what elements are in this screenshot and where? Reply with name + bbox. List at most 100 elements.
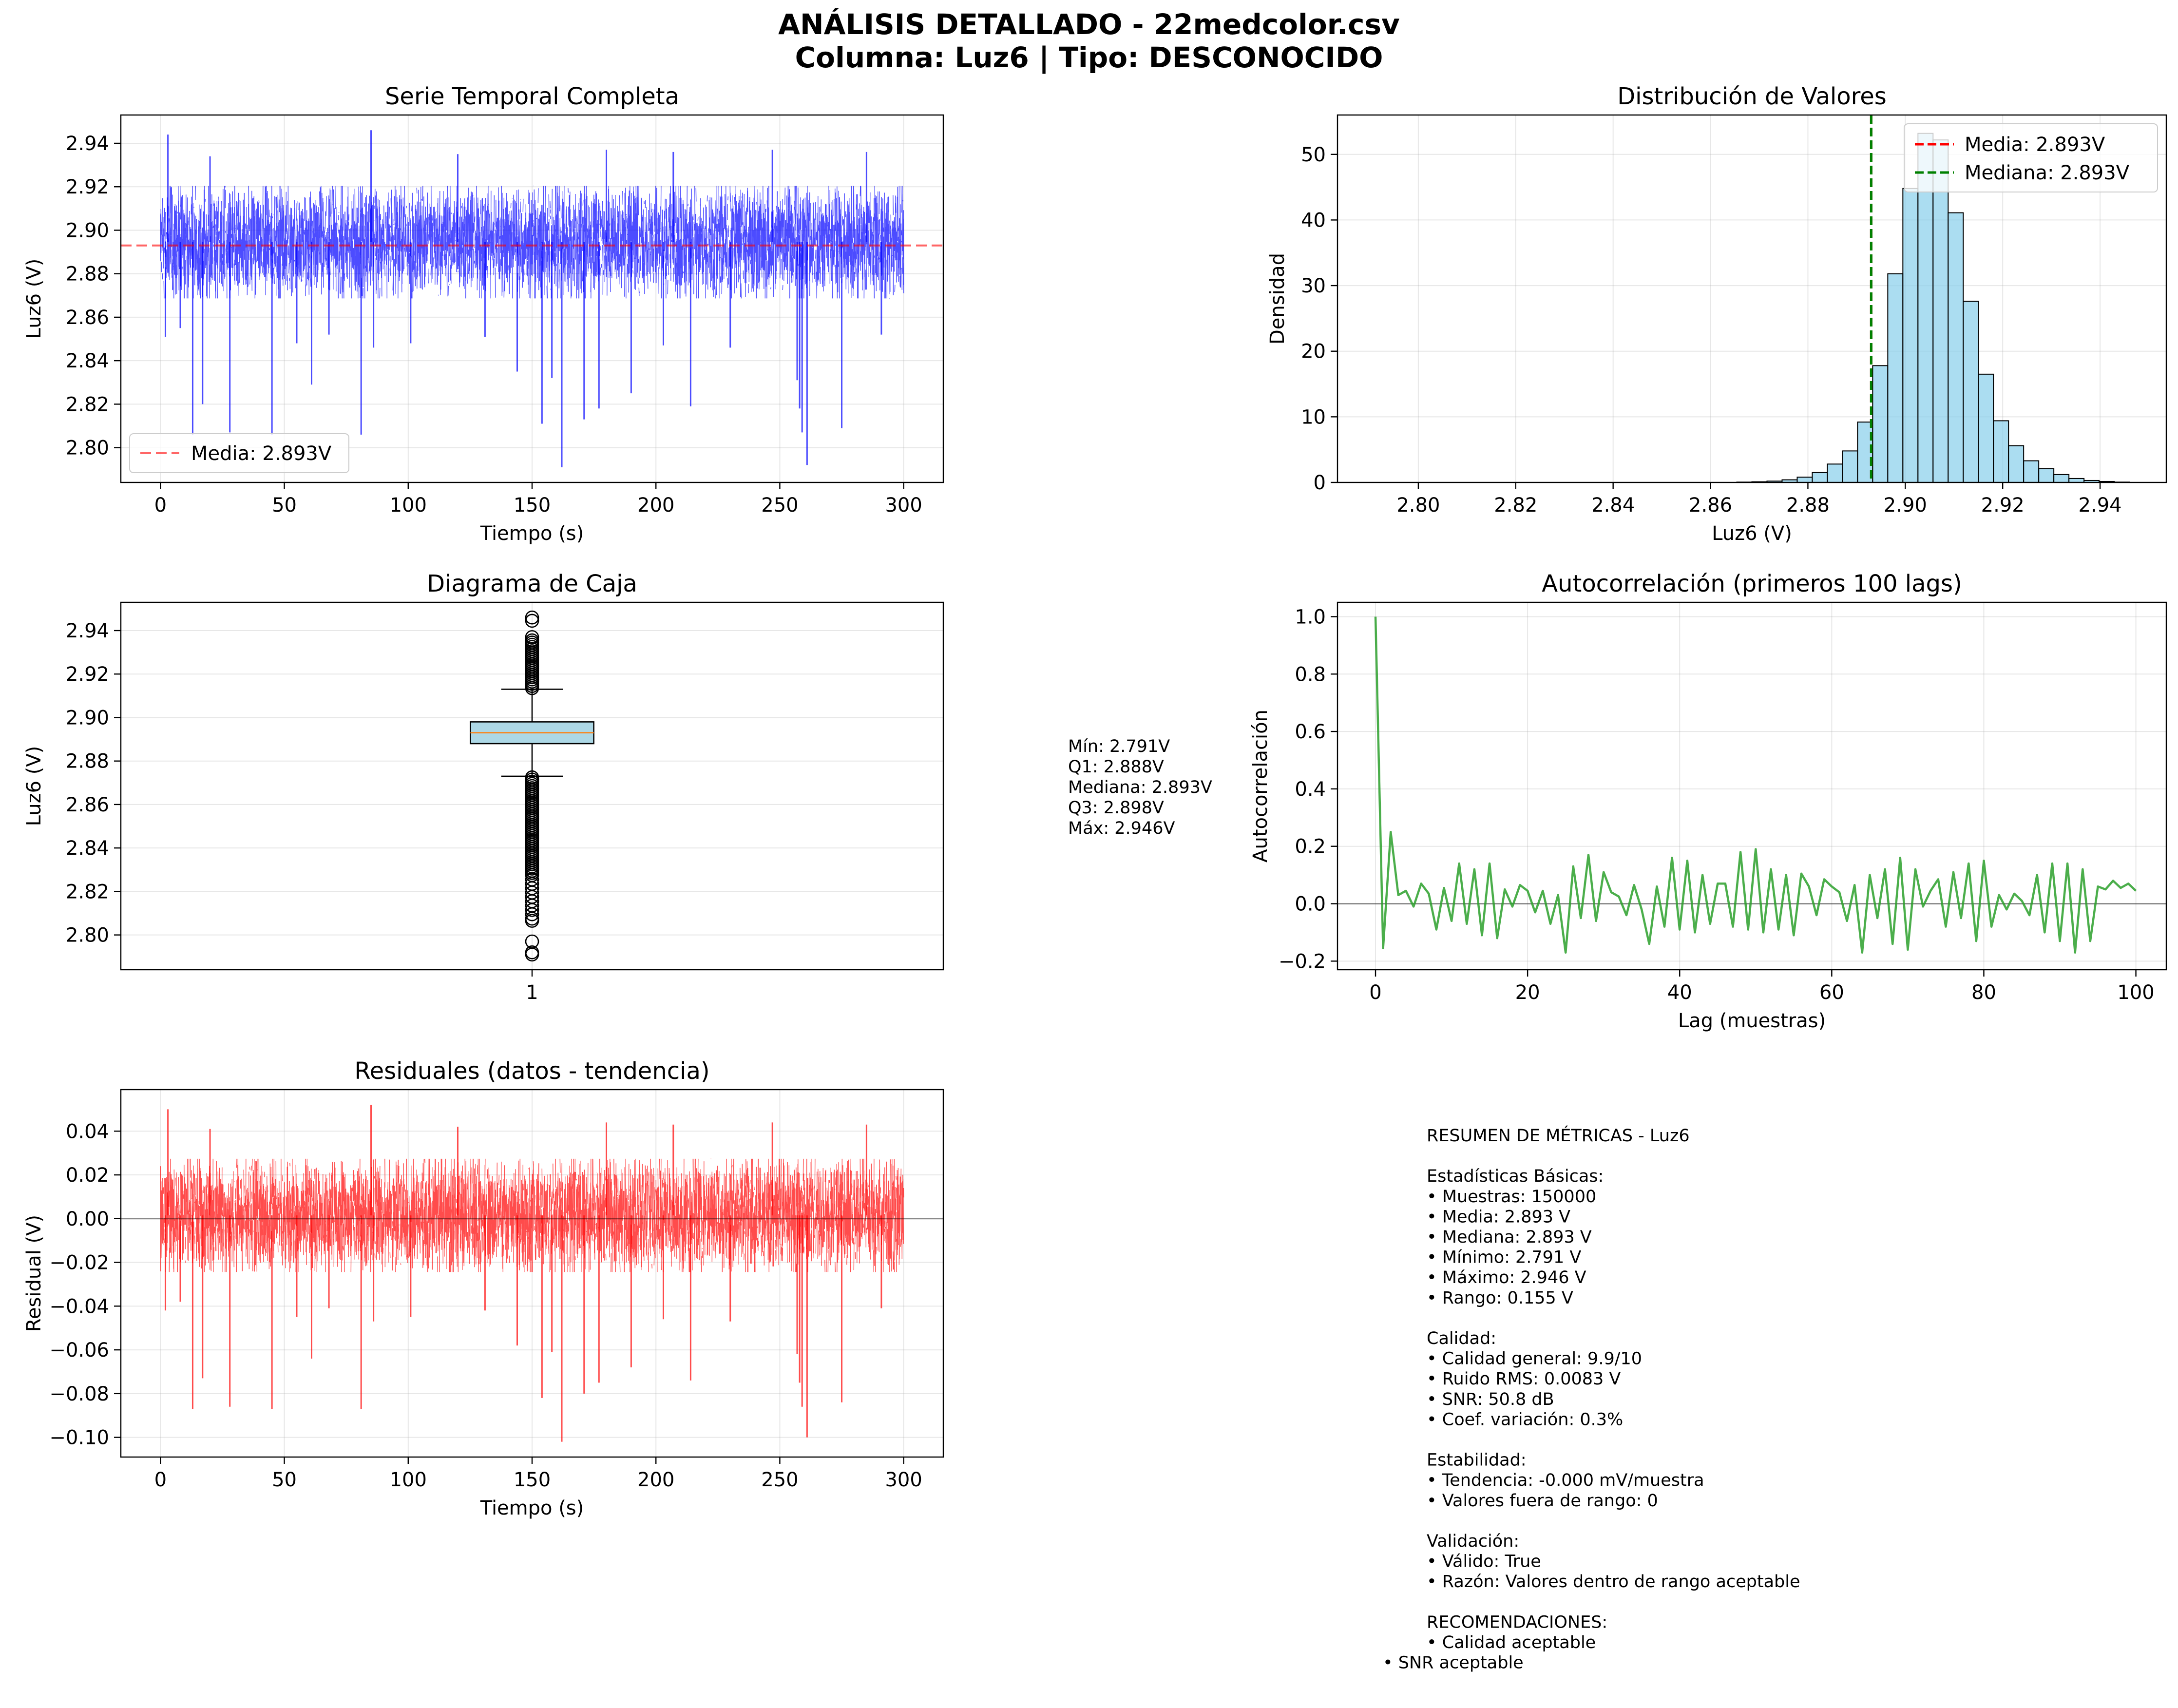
hist-bar (1932, 139, 1949, 482)
acf-ytick-label: 0.6 (1295, 721, 1326, 743)
hist-bar (1887, 273, 1904, 482)
serie-xtick-label: 50 (272, 494, 297, 517)
box-stats-line: Mediana: 2.893V (1068, 778, 1212, 797)
box-outlier (525, 947, 539, 962)
acf-xtick-label: 40 (1667, 981, 1692, 1004)
residuals-panel: 0 50 100 150 200 250 300 −0.10 −0.08 −0.06 −0.04 −0… (23, 1057, 944, 1519)
box-ytick-label: 2.92 (66, 663, 109, 686)
resid-xtick-label: 200 (637, 1469, 674, 1491)
serie-ytick-label: 2.88 (66, 263, 109, 286)
serie-legend-label: Media: 2.893V (191, 442, 332, 465)
summary-line: • Ruido RMS: 0.0083 V (1427, 1369, 1621, 1389)
hist-title: Distribución de Valores (1617, 83, 1887, 110)
hist-bar (1842, 450, 1858, 482)
acf-ytick-label: 1.0 (1295, 606, 1326, 628)
hist-ylabel: Densidad (1266, 253, 1289, 345)
box-ytick-label: 2.88 (66, 750, 109, 773)
summary-line: • Válido: True (1427, 1552, 1541, 1572)
hist-bar (1872, 365, 1889, 482)
summary-line: • Máximo: 2.946 V (1427, 1268, 1586, 1287)
acf-ytick-label: 0.0 (1295, 893, 1326, 916)
resid-ytick-label: −0.10 (49, 1427, 109, 1449)
hist-ytick-label: 40 (1301, 209, 1326, 231)
box-plot-area (470, 610, 594, 962)
resid-axes-frame (120, 1089, 944, 1458)
summary-line: • Mediana: 2.893 V (1427, 1228, 1592, 1247)
resid-title: Residuales (datos - tendencia) (354, 1057, 709, 1085)
box-stats-line: Mín: 2.791V (1068, 737, 1170, 756)
box-outlier (525, 614, 539, 628)
serie-xtick-label: 150 (514, 494, 551, 517)
acf-xtick-label: 100 (2117, 981, 2154, 1004)
summary-line: • Mínimo: 2.791 V (1427, 1248, 1581, 1267)
hist-bar (1827, 463, 1843, 482)
hist-bar (2008, 445, 2025, 482)
summary-line: • Tendencia: -0.000 mV/muestra (1427, 1471, 1704, 1490)
summary-last-line: • SNR aceptable (1383, 1653, 1524, 1673)
serie-xtick-label: 200 (637, 494, 674, 517)
box-ytick-label: 2.80 (66, 924, 109, 947)
box-stats-line: Máx: 2.946V (1068, 819, 1175, 838)
serie-axes-frame (120, 114, 944, 483)
serie-ytick-label: 2.84 (66, 350, 109, 372)
acf-xlabel: Lag (muestras) (1678, 1010, 1826, 1032)
summary-line: Estabilidad: (1427, 1451, 1527, 1470)
resid-xtick-label: 250 (761, 1469, 798, 1491)
acf-ytick-label: 0.4 (1295, 778, 1326, 801)
resid-xtick-label: 100 (390, 1469, 427, 1491)
resid-ylabel: Residual (V) (23, 1215, 45, 1332)
hist-ytick-label: 30 (1301, 275, 1326, 297)
acf-ylabel: Autocorrelación (1249, 710, 1272, 863)
serie-xtick-label: 100 (390, 494, 427, 517)
acf-ytick-label: −0.2 (1279, 950, 1326, 973)
hist-bar (1902, 188, 1919, 482)
resid-xtick-label: 0 (154, 1469, 167, 1491)
hist-xtick-label: 2.82 (1494, 494, 1537, 517)
summary-line: RESUMEN DE MÉTRICAS - Luz6 (1427, 1125, 1690, 1146)
box-outlier (525, 633, 539, 648)
hist-xtick-label: 2.80 (1396, 494, 1440, 517)
serie-series-line (160, 185, 904, 299)
summary-line: • Coef. variación: 0.3% (1427, 1410, 1623, 1429)
hist-legend-mean-label: Media: 2.893V (1965, 134, 2105, 156)
serie-ylabel: Luz6 (V) (23, 259, 45, 339)
summary-line: • Razón: Valores dentro de rango aceptab… (1427, 1572, 1800, 1592)
hist-xtick-label: 2.84 (1591, 494, 1635, 517)
acf-ytick-label: 0.2 (1295, 836, 1326, 858)
figure-title-line2: Columna: Luz6 | Tipo: DESCONOCIDO (795, 41, 1383, 74)
hist-xtick-label: 2.88 (1786, 494, 1830, 517)
summary-line: • Rango: 0.155 V (1427, 1288, 1573, 1308)
box-stats-line: Q3: 2.898V (1068, 798, 1164, 818)
hist-bar (1812, 472, 1828, 482)
serie-legend: Media: 2.893V (129, 433, 349, 473)
box-outlier (525, 914, 539, 928)
box-ytick-label: 2.94 (66, 620, 109, 642)
serie-xtick-label: 0 (154, 494, 167, 517)
hist-ytick-label: 50 (1301, 144, 1326, 166)
acf-series-line (1374, 616, 2137, 954)
box-outlier (525, 903, 539, 917)
acf-title: Autocorrelación (primeros 100 lags) (1542, 570, 1962, 597)
resid-xtick-label: 150 (514, 1469, 551, 1491)
serie-ytick-label: 2.90 (66, 219, 109, 242)
summary-line: • SNR: 50.8 dB (1427, 1390, 1554, 1409)
summary-line: Calidad: (1427, 1329, 1496, 1348)
summary-line: • Calidad aceptable (1427, 1633, 1596, 1652)
summary-line: • Media: 2.893 V (1427, 1207, 1570, 1227)
acf-axes-frame (1337, 601, 2167, 971)
resid-xtick-label: 300 (885, 1469, 922, 1491)
figure-title-line1: ANÁLISIS DETALLADO - 22medcolor.csv (778, 7, 1400, 41)
serie-plot-area (121, 130, 943, 467)
serie-ytick-label: 2.80 (66, 437, 109, 460)
time-series-panel: 0 50 100 150 200 250 300 2.80 2.82 2.84 2.86 2.88 2.… (23, 83, 944, 545)
hist-ytick-label: 0 (1314, 472, 1326, 494)
hist-bar (1948, 212, 1964, 482)
serie-xlabel: Tiempo (s) (480, 522, 584, 545)
resid-ytick-label: 0.00 (66, 1208, 109, 1230)
box-outlier (525, 907, 539, 921)
autocorrelation-panel: 0 20 40 60 80 100 −0.2 0.0 0.2 0.4 0.6 0.8 1.0 Autoco… (1249, 570, 2167, 1032)
resid-ytick-label: −0.06 (49, 1339, 109, 1362)
box-ytick-label: 2.86 (66, 794, 109, 816)
hist-xtick-label: 2.94 (2079, 494, 2122, 517)
